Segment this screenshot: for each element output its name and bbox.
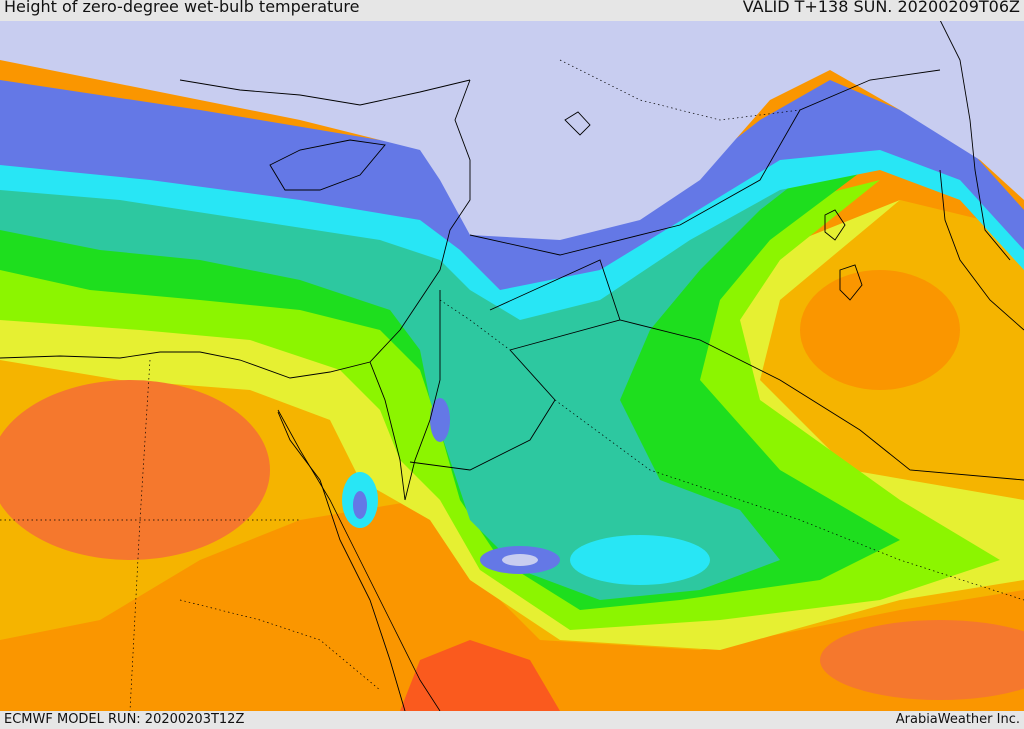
gulf-of-suez xyxy=(369,361,406,501)
field-blue xyxy=(0,80,1024,290)
field-red xyxy=(400,640,560,711)
north-inner-border xyxy=(559,59,801,121)
lake-outline-east xyxy=(824,209,846,241)
lake-outline-south xyxy=(839,264,863,301)
field-blue-patch-jordan xyxy=(430,398,450,442)
title-bar: Height of zero-degree wet-bulb temperatu… xyxy=(0,0,1024,21)
gulf-of-aqaba xyxy=(404,290,441,501)
model-run-label: ECMWF MODEL RUN: 20200203T12Z xyxy=(4,712,245,727)
field-orange-iraq xyxy=(800,270,960,390)
dotted-borders xyxy=(0,59,1024,711)
anatolia-coast xyxy=(179,79,471,106)
arabia-border-jordan xyxy=(409,349,556,471)
persian-gulf-coast xyxy=(939,169,1024,331)
borders xyxy=(0,21,1024,711)
turkey-syria-border xyxy=(469,69,941,256)
field-land-low xyxy=(0,21,1024,240)
footer-bar: ECMWF MODEL RUN: 20200203T12Z ArabiaWeat… xyxy=(0,711,1024,729)
sudan-inner-border xyxy=(179,599,381,691)
cyprus-outline xyxy=(269,139,386,191)
red-sea-west-coast xyxy=(277,411,406,711)
water-bodies xyxy=(277,409,441,711)
syria-iraq-border xyxy=(489,259,621,321)
field-layers xyxy=(0,21,1024,711)
red-sea-outline xyxy=(277,409,441,711)
credit-label: ArabiaWeather Inc. xyxy=(895,712,1020,727)
caspian-outline xyxy=(939,21,1011,261)
lake-outline xyxy=(564,111,591,136)
field-blue-patch-sinai xyxy=(353,491,367,519)
field-cyan-patch-arabia xyxy=(570,535,710,585)
levant-inner-border xyxy=(439,299,511,351)
field-dark-orange-africa xyxy=(0,380,270,560)
wet-bulb-zero-map xyxy=(0,21,1024,711)
field-dark-orange-yemen xyxy=(820,620,1024,700)
map-title: Height of zero-degree wet-bulb temperatu… xyxy=(4,0,360,16)
valid-time: VALID T+138 SUN. 20200209T06Z xyxy=(742,0,1020,16)
field-land-low-patch xyxy=(502,554,538,566)
